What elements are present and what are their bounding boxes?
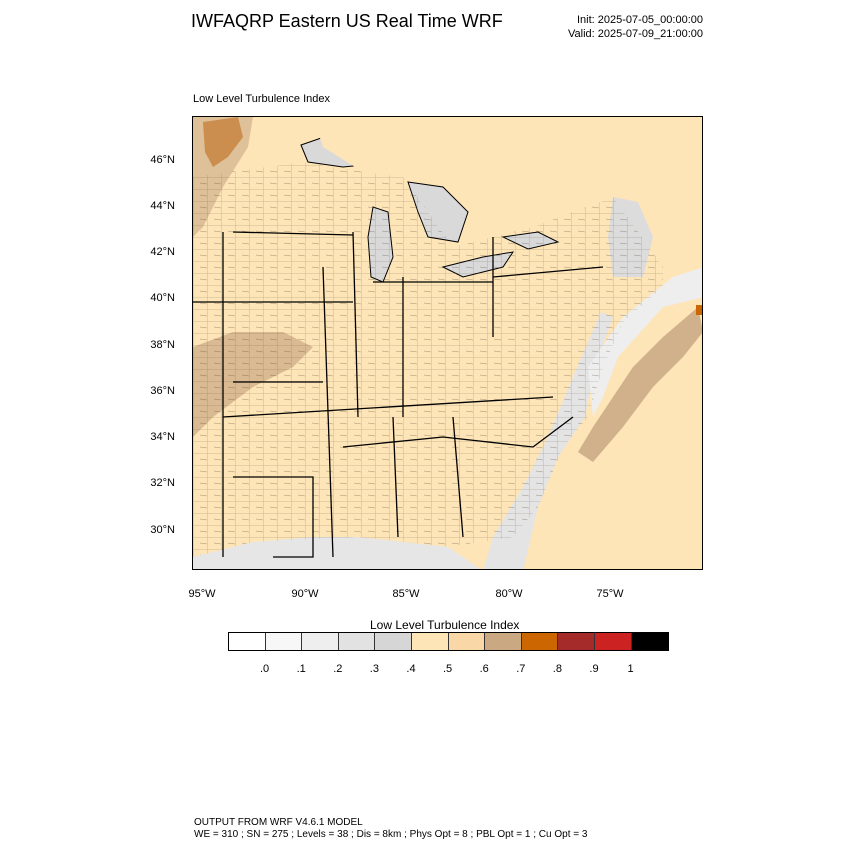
colorbar-box-4 xyxy=(375,633,412,650)
colorbar-label: .3 xyxy=(369,663,379,675)
lon-label-85: 85°W xyxy=(392,588,420,600)
colorbar-box-2 xyxy=(302,633,339,650)
colorbar-box-6 xyxy=(448,633,486,650)
offshore-hotspot xyxy=(696,305,702,315)
colorbar-box-0 xyxy=(229,633,266,650)
colorbar-box-7 xyxy=(485,633,522,650)
colorbar-label: .1 xyxy=(296,663,306,675)
offshore-tan-band xyxy=(578,307,702,462)
lon-label-75: 75°W xyxy=(596,588,624,600)
lat-label-36: 36°N xyxy=(150,385,175,397)
run-times: Init: 2025-07-05_00:00:00 Valid: 2025-07… xyxy=(568,13,703,41)
footer-line-1: OUTPUT FROM WRF V4.6.1 MODEL xyxy=(194,817,363,828)
footer-line-2: WE = 310 ; SN = 275 ; Levels = 38 ; Dis … xyxy=(194,829,588,840)
colorbar-label: .4 xyxy=(406,663,416,675)
lat-label-46: 46°N xyxy=(150,154,175,166)
lon-label-90: 90°W xyxy=(291,588,319,600)
colorbar-box-5 xyxy=(411,633,449,650)
lat-label-38: 38°N xyxy=(150,339,175,351)
lat-label-40: 40°N xyxy=(150,292,175,304)
colorbar-box-1 xyxy=(265,633,303,650)
lon-label-80: 80°W xyxy=(495,588,523,600)
lon-label-95: 95°W xyxy=(188,588,216,600)
colorbar-label: 1 xyxy=(627,663,634,675)
colorbar-label: .8 xyxy=(552,663,562,675)
init-time: Init: 2025-07-05_00:00:00 xyxy=(577,14,703,26)
lat-label-34: 34°N xyxy=(150,431,175,443)
map-graphic xyxy=(193,117,702,569)
colorbar-label: .9 xyxy=(589,663,599,675)
model-footer: OUTPUT FROM WRF V4.6.1 MODEL WE = 310 ; … xyxy=(194,817,587,841)
lat-label-32: 32°N xyxy=(150,477,175,489)
lat-label-30: 30°N xyxy=(150,524,175,536)
colorbar-label: .6 xyxy=(479,663,489,675)
canada-region xyxy=(313,117,702,246)
colorbar-title: Low Level Turbulence Index xyxy=(370,618,520,632)
colorbar-box-9 xyxy=(558,633,595,650)
colorbar-label: .7 xyxy=(516,663,526,675)
valid-time: Valid: 2025-07-09_21:00:00 xyxy=(568,28,703,40)
chart-title: IWFAQRP Eastern US Real Time WRF xyxy=(191,11,503,31)
state-boundaries xyxy=(193,231,604,558)
colorbar-box-8 xyxy=(521,633,559,650)
plot-label: Low Level Turbulence Index xyxy=(193,93,330,105)
colorbar-box-11 xyxy=(631,633,669,650)
colorbar-box-3 xyxy=(338,633,376,650)
county-boundaries xyxy=(193,162,663,557)
colorbar xyxy=(228,632,670,651)
colorbar-label: .5 xyxy=(443,663,453,675)
colorbar-label: .2 xyxy=(333,663,343,675)
map-panel xyxy=(192,116,703,570)
lat-label-44: 44°N xyxy=(150,200,175,212)
colorbar-box-10 xyxy=(594,633,632,650)
gulf-water xyxy=(193,537,481,569)
colorbar-label: .0 xyxy=(260,663,270,675)
lat-label-42: 42°N xyxy=(150,246,175,258)
